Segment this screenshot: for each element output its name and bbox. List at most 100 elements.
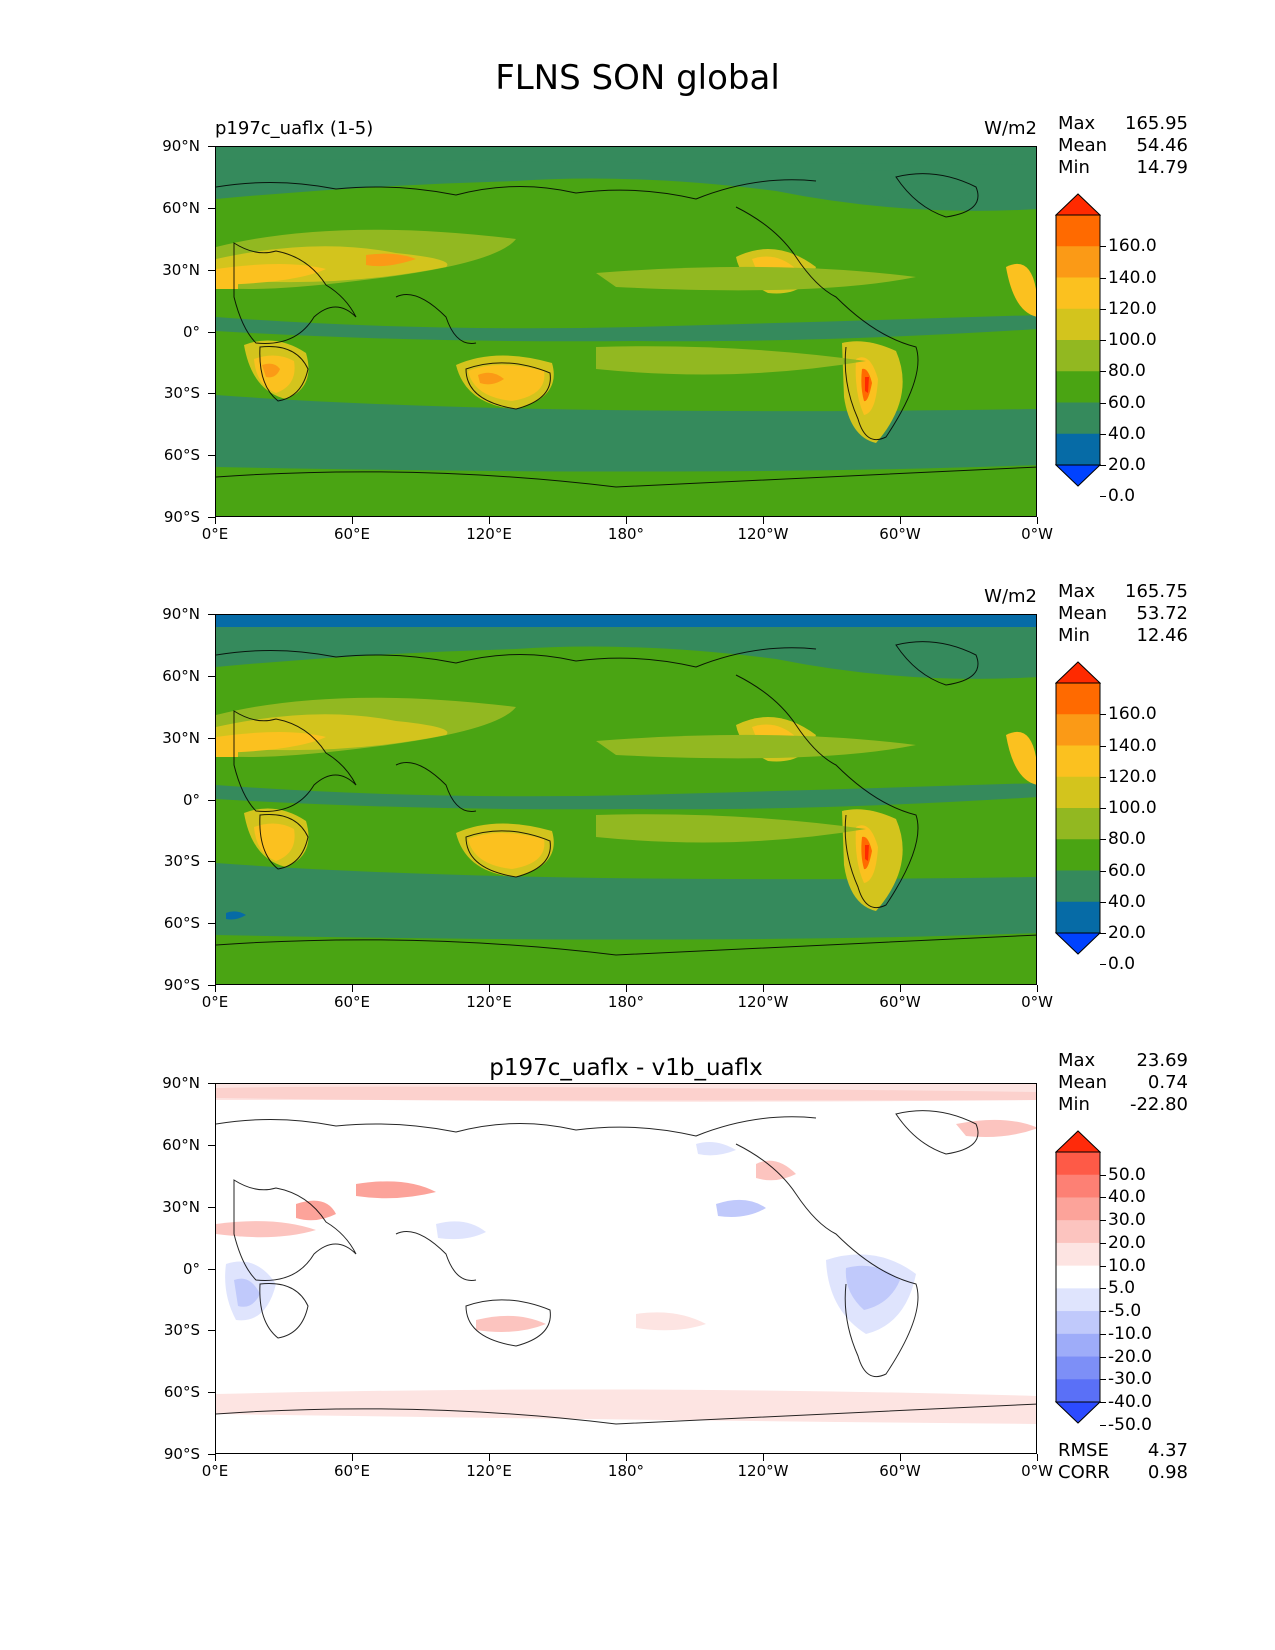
colorbar-tick bbox=[1100, 402, 1106, 404]
colorbar bbox=[1054, 1130, 1102, 1428]
y-tick bbox=[208, 1206, 215, 1208]
y-tick bbox=[208, 1330, 215, 1332]
x-tick bbox=[763, 985, 764, 992]
colorbar-swatches bbox=[1054, 1130, 1102, 1424]
colorbar-label: 40.0 bbox=[1108, 423, 1146, 444]
x-tick bbox=[763, 517, 764, 524]
y-tick-label: 0° bbox=[182, 1259, 200, 1278]
y-tick-label: 0° bbox=[182, 790, 200, 809]
colorbar-label: 20.0 bbox=[1108, 1232, 1146, 1253]
colorbar-label: 100.0 bbox=[1108, 330, 1157, 350]
y-tick bbox=[208, 331, 215, 333]
map-field bbox=[216, 1084, 1036, 1453]
y-tick-label: 30°N bbox=[162, 260, 200, 279]
colorbar-extend-min bbox=[1054, 1401, 1102, 1424]
colorbar-label: -20.0 bbox=[1108, 1346, 1152, 1367]
x-tick-label: 180° bbox=[607, 1462, 645, 1480]
y-tick bbox=[208, 861, 215, 863]
y-tick-label: 90°N bbox=[162, 605, 200, 623]
x-tick-label: 180° bbox=[607, 993, 645, 1011]
colorbar-tick bbox=[1100, 1356, 1106, 1358]
colorbar-swatch bbox=[1056, 901, 1100, 934]
colorbar-label: 80.0 bbox=[1108, 829, 1146, 850]
colorbar-label: 120.0 bbox=[1108, 766, 1157, 787]
colorbar-label: -30.0 bbox=[1108, 1369, 1152, 1390]
y-tick-label: 30°N bbox=[162, 1197, 200, 1216]
y-tick-label: 60°N bbox=[162, 666, 200, 685]
colorbar-tick bbox=[1100, 1379, 1106, 1381]
colorbar-tick bbox=[1100, 1424, 1106, 1426]
y-tick bbox=[208, 737, 215, 739]
x-tick bbox=[1037, 1454, 1038, 1461]
y-tick bbox=[208, 146, 215, 147]
x-tick-label: 120°W bbox=[737, 525, 789, 543]
colorbar-swatches bbox=[1054, 661, 1102, 955]
colorbar-swatch bbox=[1056, 683, 1100, 715]
x-tick bbox=[900, 517, 901, 524]
colorbar bbox=[1054, 661, 1102, 959]
x-tick-label: 180° bbox=[607, 525, 645, 543]
colorbar-label: 0.0 bbox=[1108, 954, 1136, 975]
units-label: W/m2 bbox=[984, 586, 1037, 607]
colorbar-label: 30.0 bbox=[1108, 1210, 1146, 1231]
y-tick-label: 60°S bbox=[163, 914, 200, 933]
colorbar-swatch bbox=[1056, 1174, 1100, 1198]
max-value: 23.69 bbox=[1136, 1050, 1188, 1071]
colorbar-swatch bbox=[1056, 1379, 1100, 1403]
x-tick bbox=[626, 1454, 627, 1461]
x-tick-label: 60°E bbox=[333, 1462, 371, 1480]
x-tick-label: 60°W bbox=[879, 993, 921, 1011]
map-field bbox=[216, 615, 1036, 984]
colorbar-tick bbox=[1100, 308, 1106, 310]
y-tick bbox=[208, 675, 215, 677]
mean-label: Mean bbox=[1058, 1072, 1108, 1093]
y-tick bbox=[208, 614, 215, 615]
colorbar-swatch bbox=[1056, 246, 1100, 278]
x-tick bbox=[215, 985, 216, 992]
colorbar-label: 160.0 bbox=[1108, 704, 1157, 725]
colorbar-label: 80.0 bbox=[1108, 361, 1146, 382]
colorbar-swatch bbox=[1056, 215, 1100, 247]
colorbar-swatch bbox=[1056, 1265, 1100, 1289]
colorbar-tick bbox=[1100, 901, 1106, 903]
min-label: Min bbox=[1058, 157, 1090, 178]
y-tick-label: 90°S bbox=[163, 508, 200, 526]
mean-label: Mean bbox=[1058, 603, 1108, 624]
colorbar-label: 10.0 bbox=[1108, 1255, 1146, 1276]
min-value: -22.80 bbox=[1129, 1094, 1188, 1115]
x-tick-label: 0°W bbox=[1021, 1462, 1053, 1480]
y-tick bbox=[208, 1392, 215, 1394]
colorbar-swatch bbox=[1056, 277, 1100, 310]
colorbar-swatch bbox=[1056, 1220, 1100, 1244]
colorbar bbox=[1054, 193, 1102, 491]
min-label: Min bbox=[1058, 625, 1090, 646]
x-tick bbox=[626, 517, 627, 524]
mean-label: Mean bbox=[1058, 135, 1108, 156]
x-tick-label: 120°E bbox=[466, 525, 512, 543]
y-tick-label: 30°S bbox=[163, 384, 200, 403]
map-plot bbox=[215, 1083, 1037, 1454]
y-tick-label: 30°N bbox=[162, 728, 200, 747]
x-tick bbox=[1037, 985, 1038, 992]
colorbar-swatches bbox=[1054, 193, 1102, 487]
corr-value: 0.98 bbox=[1147, 1462, 1188, 1483]
colorbar-tick bbox=[1100, 964, 1106, 966]
y-tick-label: 90°N bbox=[162, 1074, 200, 1092]
colorbar-tick bbox=[1100, 870, 1106, 872]
y-tick-label: 90°S bbox=[163, 976, 200, 994]
colorbar-tick bbox=[1100, 340, 1106, 341]
colorbar-label: 20.0 bbox=[1108, 923, 1146, 943]
colorbar-swatch bbox=[1056, 839, 1100, 871]
colorbar-label: 40.0 bbox=[1108, 1187, 1146, 1208]
colorbar-extend-min bbox=[1054, 464, 1102, 487]
colorbar-swatch bbox=[1056, 371, 1100, 403]
y-tick bbox=[208, 923, 215, 925]
colorbar-label: 50.0 bbox=[1108, 1164, 1146, 1185]
panel-title: p197c_uaflx (1-5) bbox=[215, 118, 374, 139]
colorbar-extend-max bbox=[1054, 661, 1102, 684]
y-tick-label: 60°N bbox=[162, 1135, 200, 1154]
y-tick-label: 60°S bbox=[163, 446, 200, 465]
x-tick bbox=[489, 517, 490, 524]
y-tick bbox=[208, 799, 215, 801]
colorbar-label: -10.0 bbox=[1108, 1323, 1152, 1344]
